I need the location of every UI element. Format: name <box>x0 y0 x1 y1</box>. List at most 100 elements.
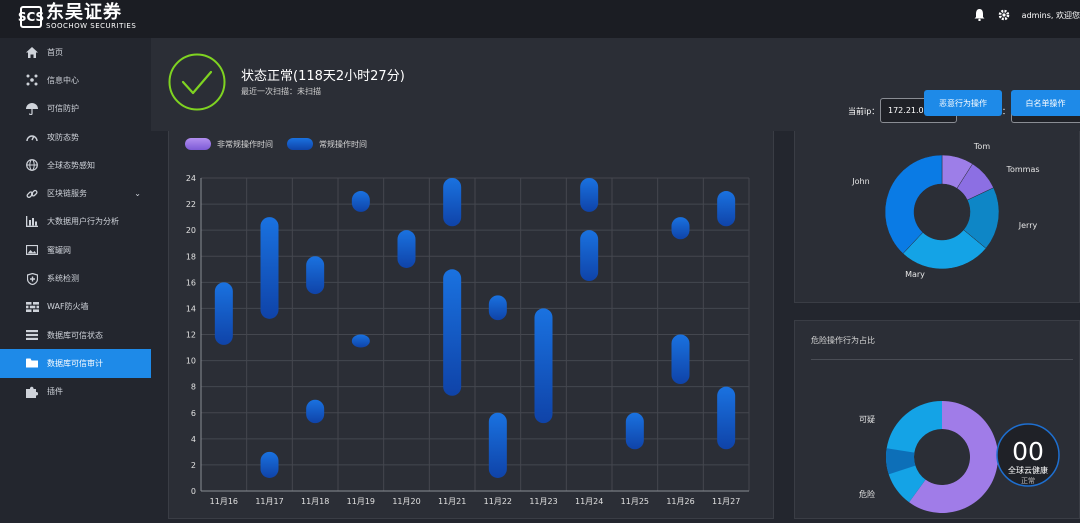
ip-label: 当前ip： <box>848 107 880 116</box>
y-tick-label: 14 <box>186 304 196 313</box>
donut-label: Tommas <box>1005 165 1039 174</box>
chevron-down-icon[interactable]: ⌄ <box>134 189 141 199</box>
umbrella-icon <box>25 102 39 116</box>
bell-icon[interactable] <box>974 9 986 21</box>
sidebar-item-label: 蜜罐网 <box>47 245 71 255</box>
whitelist-button[interactable]: 白名单操作 <box>1011 90 1080 116</box>
range-bar <box>580 230 599 282</box>
y-tick-label: 8 <box>191 383 196 392</box>
sidebar-item-trusted-protection[interactable]: 可信防护 <box>0 95 151 123</box>
legend-swatch <box>287 138 313 150</box>
sidebar-item-label: 数据库可信审计 <box>47 358 103 368</box>
brand-name-en: SOOCHOW SECURITIES <box>46 22 137 30</box>
health-score-label: 全球云健康 <box>1008 465 1048 475</box>
ip-select-value: 172.21.0.36 <box>888 106 937 115</box>
sidebar-item-home[interactable]: 首页 <box>0 38 151 66</box>
top-bar: SCS 东吴证券 SOOCHOW SECURITIES admins, 欢迎您 <box>0 0 1080 38</box>
range-bar <box>717 386 736 450</box>
x-tick-label: 11月16 <box>210 497 238 506</box>
y-tick-label: 12 <box>186 331 196 340</box>
donut-label: Jerry <box>1018 221 1038 230</box>
range-bar <box>580 178 599 212</box>
health-score-status: 正常 <box>1021 476 1035 485</box>
y-tick-label: 10 <box>186 357 196 366</box>
user-distribution-donut: Tom Tommas Jerry Mary John <box>851 142 1039 279</box>
sidebar-item-plugins[interactable]: 插件 <box>0 378 151 406</box>
home-icon <box>25 45 39 59</box>
x-tick-label: 11月20 <box>392 497 420 506</box>
x-tick-label: 11月23 <box>529 497 557 506</box>
range-bar <box>671 217 690 240</box>
range-bar <box>443 178 462 227</box>
sidebar-item-label: 区块链服务 <box>47 189 87 199</box>
y-tick-label: 24 <box>186 174 196 183</box>
x-tick-label: 11月24 <box>575 497 603 506</box>
donut-label: 可疑 <box>859 414 875 424</box>
brand-name-cn: 东吴证券 <box>46 2 122 23</box>
y-tick-label: 16 <box>186 278 196 287</box>
legend-label: 非常规操作时间 <box>217 139 273 149</box>
sidebar-item-label: 攻防态势 <box>47 132 79 142</box>
range-bar <box>443 269 462 396</box>
y-tick-label: 20 <box>186 226 196 235</box>
donut-label: Mary <box>905 270 925 279</box>
network-icon <box>25 73 39 87</box>
status-ok-icon <box>168 53 226 111</box>
range-bar <box>534 308 553 424</box>
logo-mark-icon: SCS <box>18 6 44 28</box>
user-distribution-card: Tom Tommas Jerry Mary John <box>794 131 1080 303</box>
status-title: 状态正常(118天2小时27分) <box>241 69 405 84</box>
sidebar-item-honeypot[interactable]: 蜜罐网 <box>0 236 151 264</box>
sidebar-item-blockchain[interactable]: 区块链服务 ⌄ <box>0 179 151 207</box>
user-greeting[interactable]: admins, 欢迎您 <box>1021 10 1080 20</box>
range-bar <box>306 399 325 424</box>
donut-slice <box>886 448 916 475</box>
sidebar-item-label: 全球态势感知 <box>47 160 95 170</box>
range-bar <box>625 412 644 450</box>
sidebar-item-system-check[interactable]: 系统检测 <box>0 264 151 292</box>
sidebar-item-global-awareness[interactable]: 全球态势感知 <box>0 151 151 179</box>
range-bar <box>488 295 507 321</box>
sidebar-item-label: 信息中心 <box>47 75 79 85</box>
picture-icon <box>25 243 39 257</box>
x-tick-label: 11月19 <box>347 497 375 506</box>
operation-time-chart-card: 非常规操作时间 常规操作时间 0 2 4 6 8 10 12 14 16 18 20 22 24 11月16 1… <box>168 131 774 519</box>
range-bar <box>214 282 233 345</box>
sidebar-item-db-trust-audit[interactable]: 数据库可信审计 <box>0 349 151 378</box>
range-bar <box>260 217 279 319</box>
donut-label: John <box>851 177 869 186</box>
sidebar-item-label: 数据库可信状态 <box>47 330 103 340</box>
sidebar-item-info-center[interactable]: 信息中心 <box>0 66 151 94</box>
legend-swatch <box>185 138 211 150</box>
malicious-behavior-button[interactable]: 恶意行为操作 <box>924 90 1002 116</box>
y-tick-label: 6 <box>191 409 196 418</box>
y-tick-label: 2 <box>191 461 196 470</box>
divider <box>811 359 1073 360</box>
x-tick-label: 11月21 <box>438 497 466 506</box>
sidebar-item-big-data-analysis[interactable]: 大数据用户行为分析 <box>0 208 151 236</box>
bar-chart-icon <box>25 215 39 229</box>
legend-label: 常规操作时间 <box>319 139 367 149</box>
sidebar-item-attack-defense[interactable]: 攻防态势 <box>0 123 151 151</box>
sidebar-item-label: 可信防护 <box>47 104 79 114</box>
y-tick-label: 4 <box>191 435 196 444</box>
folder-icon <box>25 356 39 370</box>
brand-logo[interactable]: SCS 东吴证券 SOOCHOW SECURITIES <box>18 2 137 32</box>
y-tick-label: 22 <box>186 200 196 209</box>
range-bar <box>488 412 507 478</box>
sidebar-item-waf-firewall[interactable]: WAF防火墙 <box>0 293 151 321</box>
x-tick-label: 11月17 <box>255 497 283 506</box>
status-panel: 状态正常(118天2小时27分) 最近一次扫描：未扫描 当前ip： 172.21… <box>151 38 1080 131</box>
range-bar <box>717 191 736 227</box>
sidebar-item-db-trust-status[interactable]: 数据库可信状态 <box>0 321 151 349</box>
danger-ratio-card: 危险操作行为占比 可疑 危险 00 全球云健康 正常 <box>794 320 1080 519</box>
range-bar <box>306 256 325 295</box>
gear-icon[interactable] <box>998 9 1010 21</box>
donut-slice <box>886 401 942 503</box>
sidebar-item-label: 系统检测 <box>47 274 79 284</box>
shield-plus-icon <box>25 272 39 286</box>
range-bar <box>671 334 690 385</box>
globe-icon <box>25 158 39 172</box>
x-tick-label: 11月22 <box>484 497 512 506</box>
y-tick-label: 18 <box>186 252 196 261</box>
